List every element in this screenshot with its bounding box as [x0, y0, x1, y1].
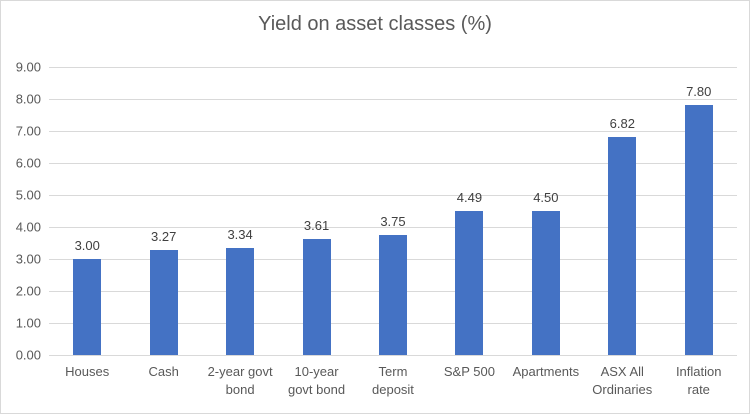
- bar-value-label: 3.75: [380, 214, 406, 229]
- y-axis-tick-label: 3.00: [15, 251, 41, 267]
- bar-column: 3.75: [355, 67, 431, 355]
- y-axis-tick-label: 7.00: [15, 123, 41, 139]
- bar: [302, 239, 331, 355]
- bar-column: 3.34: [202, 67, 278, 355]
- bar-value-label: 3.27: [151, 229, 177, 245]
- x-axis-label: S&P 500: [443, 364, 495, 379]
- bar-column: 3.61: [278, 67, 354, 355]
- gridline: [49, 130, 737, 132]
- bar-column: 6.82: [584, 67, 660, 355]
- gridline: [49, 226, 737, 228]
- bar-column: 3.00: [49, 67, 125, 355]
- x-axis-label: 2-year govt bond: [207, 364, 273, 397]
- bar: [73, 259, 102, 355]
- bar-column: 4.50: [508, 67, 584, 355]
- bar: [531, 211, 560, 355]
- bar-series: 3.00 3.27 3.34 3.61 3.75 4.49 4.50 6.82 7.80: [49, 67, 737, 355]
- bar: [149, 250, 178, 355]
- x-axis-label: 10-year govt bond: [287, 364, 346, 397]
- gridline: [49, 98, 737, 100]
- y-axis-tick-label: 4.00: [15, 219, 41, 235]
- y-axis-tick-label: 2.00: [15, 283, 41, 299]
- x-axis-label: ASX All Ordinaries: [592, 364, 653, 397]
- bar-value-label: 3.34: [227, 227, 253, 243]
- x-axis-label: Inflation rate: [675, 364, 722, 397]
- chart-title: Yield on asset classes (%): [258, 13, 492, 35]
- x-axis-label: Cash: [148, 364, 179, 379]
- y-axis: 9.00 8.00 7.00 6.00 5.00 4.00 3.00 2.00 1.00 0.00: [1, 60, 41, 363]
- x-axis: Houses Cash 2-year govt bond 10-year govt b…: [49, 363, 737, 398]
- y-axis-tick-label: 0.00: [15, 347, 41, 363]
- bar: [378, 235, 407, 355]
- x-axis-label: Term deposit: [372, 364, 414, 397]
- bar: [455, 211, 484, 355]
- bar-value-label: 3.00: [74, 238, 100, 253]
- bar: [608, 136, 637, 355]
- gridline: [49, 162, 737, 164]
- bar-column: 3.27: [125, 67, 201, 355]
- x-axis-label: Apartments: [512, 364, 580, 379]
- bar-value-label: 3.61: [303, 218, 330, 234]
- bar-value-label: 6.82: [609, 115, 635, 131]
- bar: [684, 105, 713, 355]
- gridline: [49, 66, 737, 68]
- bar: [226, 248, 255, 355]
- y-axis-tick-label: 1.00: [15, 315, 41, 331]
- bar-column: 4.49: [431, 67, 507, 355]
- gridline: [49, 354, 737, 356]
- y-axis-tick-label: 9.00: [15, 59, 41, 75]
- y-axis-tick-label: 5.00: [15, 187, 41, 203]
- plot-area: 3.00 3.27 3.34 3.61 3.75 4.49 4.50 6.82 7.80: [49, 66, 737, 356]
- x-axis-label: Houses: [65, 364, 110, 379]
- bar-value-label: 4.50: [533, 190, 559, 205]
- gridline: [49, 194, 737, 196]
- bar-column: 7.80: [661, 67, 737, 355]
- bar-value-label: 7.80: [686, 84, 712, 100]
- y-axis-tick-label: 8.00: [15, 91, 41, 107]
- bar-value-label: 4.49: [456, 190, 483, 206]
- y-axis-tick-label: 6.00: [15, 155, 41, 171]
